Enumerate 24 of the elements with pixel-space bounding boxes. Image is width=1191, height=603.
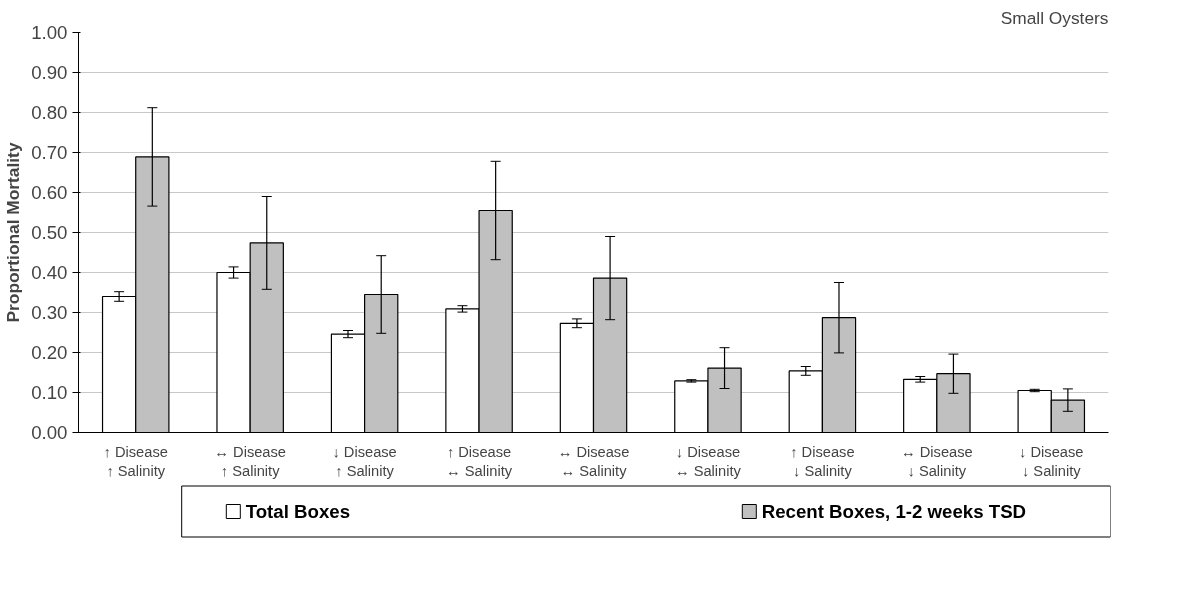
legend-label: Recent Boxes, 1-2 weeks TSD (761, 501, 1027, 522)
chart-title: Small Oysters (1000, 7, 1109, 28)
legend-label: Total Boxes (245, 501, 351, 522)
x-tick-label: ↑ Disease ↑ Salinity (103, 443, 168, 479)
y-tick-label: 0.00 (31, 422, 68, 443)
y-tick-label: 0.30 (31, 302, 68, 323)
y-tick-label: 0.20 (31, 342, 68, 363)
y-tick-label: 0.40 (31, 262, 68, 283)
y-tick-label: 0.90 (31, 62, 68, 83)
x-tick-label: ↑ Disease ↔ Salinity (446, 443, 513, 479)
y-tick-label: 0.60 (31, 182, 68, 203)
y-tick-label: 0.50 (31, 222, 68, 243)
x-tick-label: ↔ Disease ↓ Salinity (900, 443, 973, 479)
x-tick-label: ↔ Disease ↑ Salinity (214, 443, 287, 479)
x-tick-label: ↓ Disease ↓ Salinity (1019, 443, 1084, 479)
x-tick-label: ↔ Disease ↔ Salinity (557, 443, 630, 479)
x-tick-label: ↓ Disease ↔ Salinity (674, 443, 742, 479)
y-tick-label: 1.00 (31, 22, 68, 43)
x-tick-label: ↓ Disease ↑ Salinity (332, 443, 397, 479)
y-tick-label: 0.70 (31, 142, 68, 163)
y-tick-label: 0.10 (31, 382, 68, 403)
y-axis-title: Proportional Mortality (3, 142, 24, 323)
y-tick-label: 0.80 (31, 102, 68, 123)
x-tick-label: ↑ Disease ↓ Salinity (790, 443, 855, 479)
